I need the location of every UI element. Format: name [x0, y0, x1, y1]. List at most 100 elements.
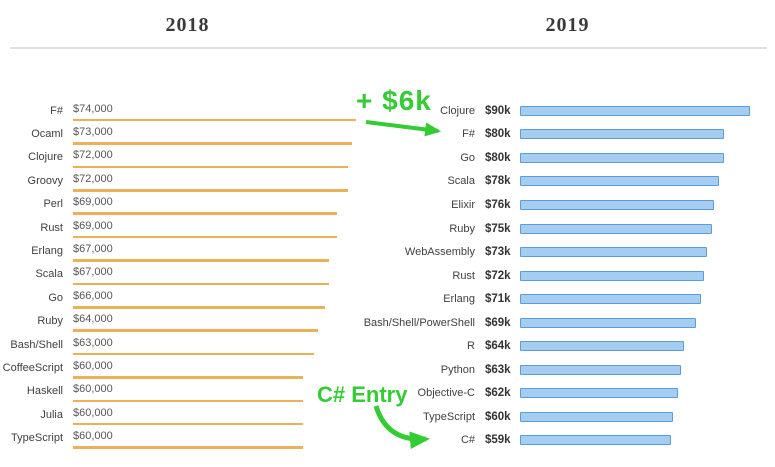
bar-2018: [73, 329, 318, 332]
value-area: $67,000: [73, 263, 385, 286]
bar-2018: [73, 165, 349, 169]
chart-row-2019: Clojure $90k: [350, 99, 765, 123]
bar-2018: [73, 118, 356, 122]
category-label: Scala: [35, 268, 63, 281]
bar-2018: [73, 306, 326, 309]
value-label: $69k: [485, 316, 511, 329]
annotation-entry-text: C# Entry: [317, 382, 408, 407]
chart-row-2019: Go $80k: [350, 146, 765, 170]
bar-2019: [520, 199, 715, 210]
bar-2019: [520, 364, 681, 375]
chart-row-2018: CoffeeScript $60,000: [0, 356, 385, 379]
chart-row-2018: F# $74,000: [0, 99, 385, 122]
bar-2019: [520, 176, 720, 187]
value-label: $75k: [485, 222, 511, 235]
value-area: $60,000: [73, 426, 385, 449]
chart-row-2019: TypeScript $60k: [350, 405, 765, 429]
category-label: Bash/Shell/PowerShell: [363, 316, 475, 329]
value-label: $67,000: [73, 266, 113, 279]
value-label: $71k: [485, 293, 511, 306]
chart-row-2018: TypeScript $60,000: [0, 426, 385, 449]
bar-2019: [520, 317, 697, 328]
bar-2019: [520, 223, 712, 234]
bar-2018: [73, 235, 337, 239]
chart-row-2019: F# $80k: [350, 123, 765, 147]
chart-row-2018: Haskell $60,000: [0, 380, 385, 403]
chart-row-2019: Scala $78k: [350, 170, 765, 194]
chart-row-2018: Rust $69,000: [0, 216, 385, 239]
value-label: $76k: [485, 198, 511, 211]
value-label: $67,000: [73, 243, 113, 256]
value-label: $74,000: [73, 102, 113, 115]
value-label: $72k: [485, 269, 511, 282]
chart-row-2018: Groovy $72,000: [0, 169, 385, 192]
bar-2019: [520, 411, 674, 422]
value-label: $73,000: [73, 126, 113, 139]
chart-row-2018: Ocaml $73,000: [0, 122, 385, 145]
value-label: $69,000: [73, 219, 113, 232]
chart-row-2019: Python $63k: [350, 358, 765, 382]
category-label: F#: [462, 128, 475, 141]
category-label: Clojure: [440, 104, 475, 117]
value-label: $69,000: [73, 196, 113, 209]
value-label: $60,000: [73, 406, 113, 419]
category-label: CoffeeScript: [2, 361, 63, 374]
chart-row-2018: Bash/Shell $63,000: [0, 333, 385, 356]
value-label: $90k: [485, 104, 511, 117]
bar-2018: [73, 189, 349, 192]
value-label: $64,000: [73, 313, 113, 326]
value-label: $78k: [485, 175, 511, 188]
value-label: $66,000: [73, 289, 113, 302]
header-divider: [10, 47, 767, 49]
chart-row-2019: Ruby $75k: [350, 217, 765, 241]
value-area: $69,000: [73, 193, 385, 216]
category-label: F#: [50, 104, 63, 117]
chart-2019: Clojure $90k F# $80k Go $80k Scala $78k Elixir $7…: [350, 99, 765, 452]
value-area: $60,000: [73, 380, 385, 403]
value-label: $60,000: [73, 383, 113, 396]
value-area: $60,000: [73, 403, 385, 426]
annotation-raise-text: + $6k: [356, 85, 432, 116]
bar-2018: [73, 142, 353, 145]
category-label: Elixir: [451, 198, 475, 211]
bar-2018: [73, 282, 330, 286]
value-label: $63,000: [73, 336, 113, 349]
category-label: TypeScript: [11, 432, 63, 445]
value-area: $60,000: [73, 356, 385, 379]
value-area: $73,000: [73, 122, 385, 145]
bar-2019: [520, 341, 684, 352]
value-area: $72,000: [73, 146, 385, 169]
bar-2018: [73, 399, 303, 403]
category-label: Rust: [452, 269, 475, 282]
chart-row-2018: Ruby $64,000: [0, 310, 385, 333]
bar-2018: [73, 422, 303, 426]
bar-2019: [520, 270, 704, 281]
bar-2019: [520, 294, 702, 305]
value-label: $80k: [485, 151, 511, 164]
category-label: Ruby: [449, 222, 475, 235]
category-label: Groovy: [27, 174, 63, 187]
category-label: WebAssembly: [404, 246, 475, 259]
value-area: $63,000: [73, 333, 385, 356]
bar-2018: [73, 446, 303, 449]
value-label: $64k: [485, 340, 511, 353]
category-label: C#: [460, 434, 475, 447]
arrow-to-fsharp-icon: [365, 120, 442, 137]
value-label: $73k: [485, 246, 511, 259]
chart-row-2018: Erlang $67,000: [0, 239, 385, 262]
chart-row-2018: Perl $69,000: [0, 193, 385, 216]
category-label: Clojure: [28, 151, 63, 164]
value-area: $64,000: [73, 310, 385, 333]
chart-2018: F# $74,000 Ocaml $73,000 Clojure $72,000 Groov…: [0, 99, 385, 450]
category-label: Scala: [447, 175, 475, 188]
bar-2018: [73, 352, 314, 356]
category-label: Erlang: [31, 245, 63, 258]
value-label: $60,000: [73, 359, 113, 372]
value-area: $69,000: [73, 216, 385, 239]
category-label: Ocaml: [31, 128, 63, 141]
value-area: $72,000: [73, 169, 385, 192]
category-label: R: [467, 340, 475, 353]
arrow-to-csharp-icon: [373, 405, 430, 449]
value-label: $60,000: [73, 430, 113, 443]
